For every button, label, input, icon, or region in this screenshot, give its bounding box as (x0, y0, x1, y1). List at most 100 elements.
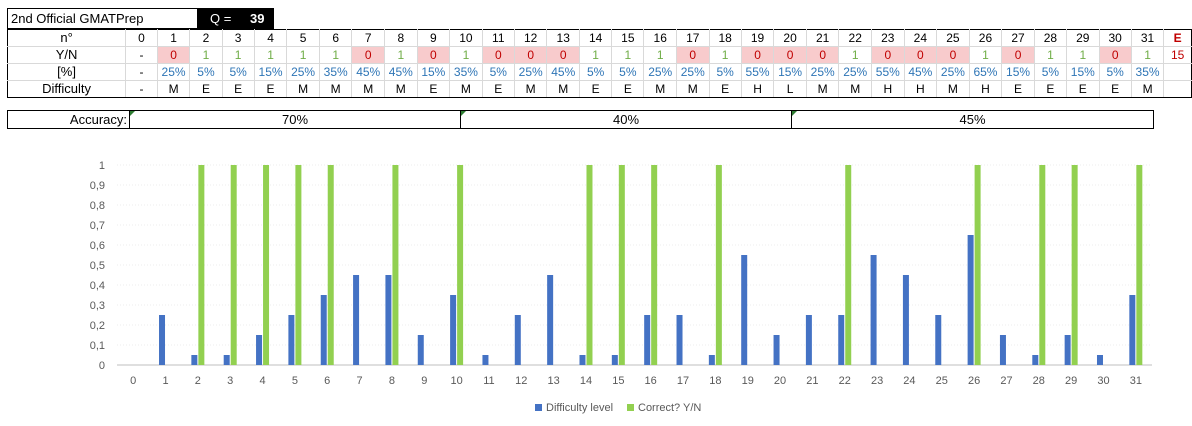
bar-difficulty-11[interactable] (482, 355, 489, 365)
row-label-pct[interactable]: [%] (6, 63, 127, 81)
cell-yn-17[interactable]: 0 (675, 46, 710, 64)
cell-difficulty-2[interactable]: E (189, 80, 223, 98)
cell-pct-28[interactable]: 5% (1033, 63, 1068, 81)
cell-difficulty-25[interactable]: M (936, 80, 970, 98)
cell-yn-12[interactable]: 0 (513, 46, 548, 64)
bar-difficulty-19[interactable] (741, 255, 748, 365)
cell-yn-14[interactable]: 1 (579, 46, 613, 64)
cell-numbers-27[interactable]: 27 (1001, 29, 1035, 47)
cell-yn-1[interactable]: 0 (156, 46, 191, 64)
cell-difficulty-4[interactable]: E (253, 80, 288, 98)
bar-difficulty-13[interactable] (547, 275, 554, 365)
cell-pct-30[interactable]: 5% (1098, 63, 1132, 81)
cell-numbers-8[interactable]: 8 (384, 29, 418, 47)
accuracy-segment-3[interactable]: 45% (792, 111, 1153, 128)
cell-pct-27[interactable]: 15% (1001, 63, 1035, 81)
cell-difficulty-23[interactable]: H (871, 80, 905, 98)
cell-difficulty-10[interactable]: M (449, 80, 483, 98)
cell-difficulty-16[interactable]: M (643, 80, 677, 98)
cell-yn-2[interactable]: 1 (189, 46, 223, 64)
cell-yn-31[interactable]: 1 (1130, 46, 1165, 64)
cell-yn-6[interactable]: 1 (318, 46, 353, 64)
cell-pct-10[interactable]: 35% (449, 63, 483, 81)
cell-pct-23[interactable]: 55% (871, 63, 905, 81)
cell-numbers-21[interactable]: 21 (805, 29, 840, 47)
cell-pct-11[interactable]: 5% (481, 63, 515, 81)
cell-difficulty-26[interactable]: H (968, 80, 1003, 98)
bar-difficulty-7[interactable] (353, 275, 360, 365)
cell-yn-16[interactable]: 1 (643, 46, 677, 64)
row-label-yn[interactable]: Y/N (6, 46, 127, 64)
bar-correct-22[interactable] (845, 165, 852, 365)
errors-count[interactable]: 15 (1163, 46, 1192, 64)
bar-difficulty-30[interactable] (1096, 355, 1103, 365)
accuracy-segment-2[interactable]: 40% (461, 111, 792, 128)
cell-difficulty-3[interactable]: E (221, 80, 255, 98)
cell-pct-25[interactable]: 25% (936, 63, 970, 81)
errors-empty-cell[interactable] (1163, 80, 1192, 98)
cell-yn-9[interactable]: 0 (416, 46, 451, 64)
cell-pct-7[interactable]: 45% (351, 63, 385, 81)
cell-numbers-15[interactable]: 15 (611, 29, 645, 47)
bar-difficulty-1[interactable] (159, 315, 166, 365)
bar-correct-5[interactable] (295, 165, 302, 365)
cell-difficulty-24[interactable]: H (903, 80, 938, 98)
cell-yn-7[interactable]: 0 (351, 46, 385, 64)
row-label-number[interactable]: n° (6, 29, 127, 47)
cell-numbers-31[interactable]: 31 (1130, 29, 1165, 47)
cell-yn-3[interactable]: 1 (221, 46, 255, 64)
cell-pct-20[interactable]: 15% (773, 63, 807, 81)
bar-difficulty-15[interactable] (611, 355, 618, 365)
cell-pct-13[interactable]: 45% (546, 63, 581, 81)
bar-difficulty-14[interactable] (579, 355, 586, 365)
cell-yn-29[interactable]: 1 (1066, 46, 1100, 64)
cell-numbers-24[interactable]: 24 (903, 29, 938, 47)
cell-numbers-30[interactable]: 30 (1098, 29, 1132, 47)
errors-empty-cell[interactable] (1163, 63, 1192, 81)
cell-numbers-7[interactable]: 7 (351, 29, 385, 47)
cell-difficulty-19[interactable]: H (740, 80, 775, 98)
cell-numbers-22[interactable]: 22 (838, 29, 872, 47)
bar-difficulty-29[interactable] (1064, 335, 1071, 365)
bar-difficulty-25[interactable] (935, 315, 942, 365)
cell-yn-8[interactable]: 1 (384, 46, 418, 64)
cell-difficulty-20[interactable]: L (773, 80, 807, 98)
cell-pct-24[interactable]: 45% (903, 63, 938, 81)
cell-difficulty-22[interactable]: M (838, 80, 872, 98)
cell-numbers-2[interactable]: 2 (189, 29, 223, 47)
cell-numbers-14[interactable]: 14 (579, 29, 613, 47)
cell-pct-3[interactable]: 5% (221, 63, 255, 81)
cell-pct-9[interactable]: 15% (416, 63, 451, 81)
cell-yn-24[interactable]: 0 (903, 46, 938, 64)
bar-difficulty-16[interactable] (644, 315, 651, 365)
bar-correct-6[interactable] (327, 165, 334, 365)
cell-numbers-26[interactable]: 26 (968, 29, 1003, 47)
cell-difficulty-18[interactable]: E (708, 80, 742, 98)
cell-yn-4[interactable]: 1 (253, 46, 288, 64)
cell-pct-15[interactable]: 5% (611, 63, 645, 81)
bar-difficulty-27[interactable] (999, 335, 1006, 365)
bar-correct-18[interactable] (715, 165, 722, 365)
cell-numbers-11[interactable]: 11 (481, 29, 515, 47)
bar-difficulty-10[interactable] (450, 295, 457, 365)
cell-difficulty-21[interactable]: M (805, 80, 840, 98)
cell-difficulty-12[interactable]: M (513, 80, 548, 98)
cell-numbers-18[interactable]: 18 (708, 29, 742, 47)
cell-pct-29[interactable]: 15% (1066, 63, 1100, 81)
bar-difficulty-9[interactable] (417, 335, 424, 365)
bar-difficulty-12[interactable] (514, 315, 521, 365)
cell-pct-26[interactable]: 65% (968, 63, 1003, 81)
cell-zero-number[interactable]: 0 (125, 29, 158, 47)
cell-difficulty-9[interactable]: E (416, 80, 451, 98)
bar-difficulty-5[interactable] (288, 315, 295, 365)
bar-difficulty-21[interactable] (805, 315, 812, 365)
cell-numbers-13[interactable]: 13 (546, 29, 581, 47)
cell-zero-yn[interactable]: - (125, 46, 158, 64)
accuracy-label[interactable]: Accuracy: (8, 111, 130, 128)
cell-pct-5[interactable]: 25% (286, 63, 320, 81)
bar-correct-4[interactable] (263, 165, 270, 365)
cell-difficulty-13[interactable]: M (546, 80, 581, 98)
bar-correct-2[interactable] (198, 165, 205, 365)
cell-yn-18[interactable]: 1 (708, 46, 742, 64)
bar-difficulty-17[interactable] (676, 315, 683, 365)
